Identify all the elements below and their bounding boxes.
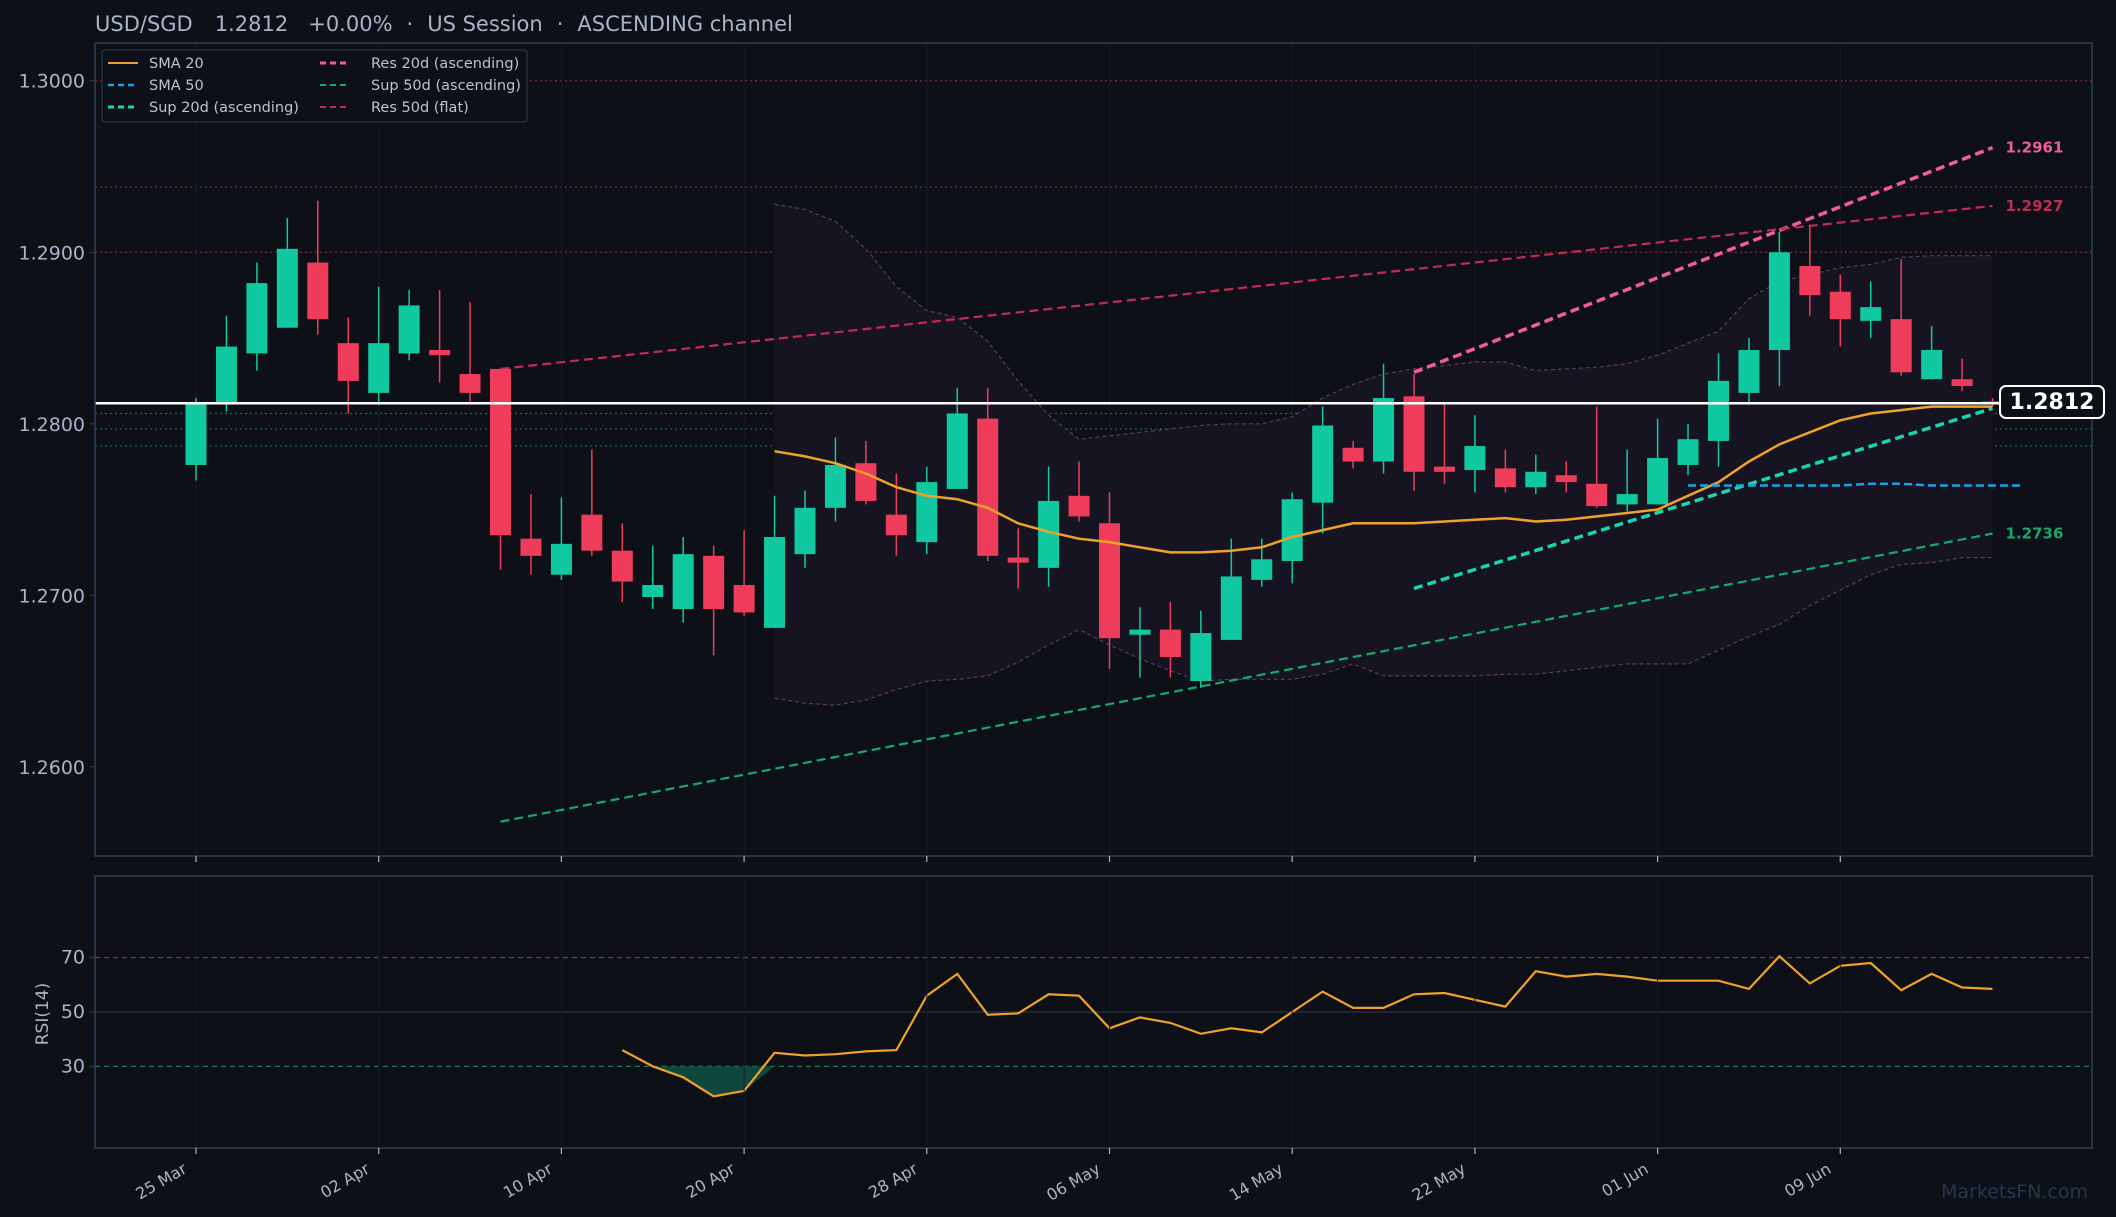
candle-body [916,482,938,543]
level-label-res20: 1.2961 [2006,139,2064,157]
candle-body [1921,350,1943,380]
candle-body [185,403,207,465]
candle-body [1068,495,1090,517]
chart-header: USD/SGD 1.2812 +0.00% · US Session · ASCENDING… [95,12,793,36]
candle-body [1281,499,1303,561]
candle-body [855,463,877,501]
candle-body [977,418,999,556]
trendline-res50 [500,204,1993,370]
candle-body [1708,380,1729,441]
candle-body [276,248,298,328]
trendline-sup20 [1413,406,1994,591]
candle-body [1373,398,1395,462]
candle-body [459,374,481,393]
candle-body [520,538,542,556]
y-tick-label: 1.2600 [19,757,85,779]
candle-body [398,305,420,354]
candle-body [368,343,390,393]
level-label-res50: 1.2927 [2006,197,2064,215]
candle-body [1555,475,1577,483]
candle-body [1647,458,1669,505]
candle-body [703,555,725,610]
candle-body [307,262,329,320]
sma20-line [774,405,1993,554]
candle-body [550,543,572,575]
candle-body [1342,447,1364,462]
legend-box [101,49,528,123]
y-tick-label: 1.2800 [19,414,85,436]
legend-label-sma50: SMA 50 [149,78,204,94]
price-panel-frame [94,42,2093,857]
legend-label-sup50: Sup 50d (ascending) [371,78,521,94]
candle-body [1190,633,1212,682]
candle-body [824,464,846,508]
candle-body [1768,252,1790,351]
candle-body [885,514,907,536]
y-tick-label: 1.3000 [19,71,85,93]
candle-body [946,413,968,489]
rsi-tick-label: 30 [61,1055,85,1077]
level-label-sup50: 1.2736 [2006,525,2064,543]
candle-body [1007,557,1029,563]
rsi-axis-label: RSI(14) [33,983,53,1046]
candle-body [490,368,511,536]
rsi-tick-label: 70 [61,947,85,969]
rsi-panel: 30 50 70 RSI(14) [33,875,2093,1149]
candle-body [672,554,694,610]
trendline-sup50 [500,532,1993,823]
legend-label-sup20: Sup 20d (ascending) [149,100,299,116]
candle-body [1799,265,1821,296]
price-panel: 1.2961 1.2736 1.2927 1.2600 1.2700 1.2800 1.2… [19,42,2093,857]
candle-body [1525,471,1547,488]
candle-body [1312,425,1334,503]
candle-body [1038,500,1060,568]
candle-body [1890,319,1912,373]
candle-body [1860,307,1882,321]
legend-label-res20: Res 20d (ascending) [371,56,519,72]
candle-body [246,283,268,354]
candle-body [1159,629,1181,658]
candle-body [429,350,451,356]
bollinger-lower [774,557,1993,706]
watermark: MarketsFN.com [1941,1181,2088,1203]
candle-body [1494,468,1516,488]
candle-body [1677,439,1699,465]
candle-body [794,507,816,555]
current-price-box [1999,385,2105,419]
candle-body [1616,494,1638,505]
rsi-panel-frame [94,875,2093,1149]
candle-body [1586,483,1608,507]
candle-body [581,514,603,551]
candle-body [215,346,237,404]
candle-body [1829,291,1851,320]
candle-body [1251,559,1273,580]
rsi-tick-label: 50 [61,1001,85,1023]
candle-body [733,585,755,613]
candle-body [1951,379,1973,387]
candle-body [1129,629,1151,635]
trendline-res20 [1413,145,1994,374]
candle-body [642,585,664,598]
legend: SMA 20 SMA 50 Sup 20d (ascending) Res 20… [101,49,528,123]
candle-body [1220,576,1242,640]
y-tick-label: 1.2900 [19,242,85,264]
legend-label-sma20: SMA 20 [149,56,204,72]
bollinger-upper [774,203,1993,440]
candle-body [764,536,786,628]
candle-body [1403,396,1425,472]
y-tick-label: 1.2700 [19,585,85,607]
current-price-label: 1.2812 [2010,390,2095,415]
candle-body [337,343,359,381]
current-price-tag: 1.2812 [1999,385,2105,419]
candle-body [1099,523,1120,639]
candle-body [1433,466,1455,472]
rsi-line [621,954,1993,1098]
candle-body [1464,446,1486,471]
legend-label-res50: Res 50d (flat) [371,100,469,116]
sma50-line [1688,482,2023,487]
candle-body [611,550,633,582]
candle-body [1738,350,1760,393]
